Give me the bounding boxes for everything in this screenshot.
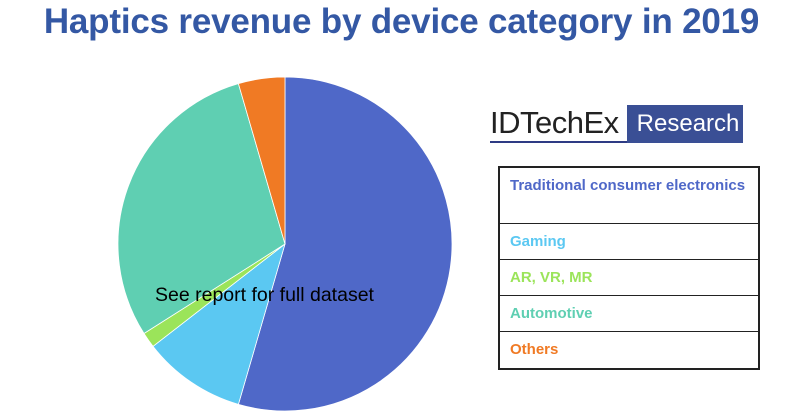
pie-slice-gaming bbox=[152, 242, 286, 405]
legend-item-traditional-consumer-electronics: Traditional consumer electronics bbox=[500, 168, 758, 224]
idtechex-logo: IDTechEx Research bbox=[490, 105, 743, 143]
legend-label: AR, VR, MR bbox=[510, 269, 593, 286]
logo-name: IDTechEx bbox=[490, 105, 627, 143]
legend-item-ar-vr-mr: AR, VR, MR bbox=[500, 260, 758, 296]
legend-item-others: Others bbox=[500, 332, 758, 368]
chart-title: Haptics revenue by device category in 20… bbox=[43, 2, 760, 41]
legend-label: Traditional consumer electronics bbox=[510, 177, 746, 194]
legend-label: Others bbox=[510, 341, 559, 358]
legend-item-automotive: Automotive bbox=[500, 296, 758, 332]
legend-label: Automotive bbox=[510, 305, 593, 322]
legend-item-gaming: Gaming bbox=[500, 224, 758, 260]
pie-slice-traditional-consumer-electronics bbox=[237, 76, 453, 412]
legend: Traditional consumer electronics Gaming … bbox=[498, 166, 760, 370]
legend-label: Gaming bbox=[510, 233, 566, 250]
logo-tagline: Research bbox=[626, 105, 743, 143]
dataset-note: See report for full dataset bbox=[155, 284, 374, 306]
pie-slice-others bbox=[237, 76, 286, 245]
pie-slice-automotive bbox=[117, 83, 286, 335]
